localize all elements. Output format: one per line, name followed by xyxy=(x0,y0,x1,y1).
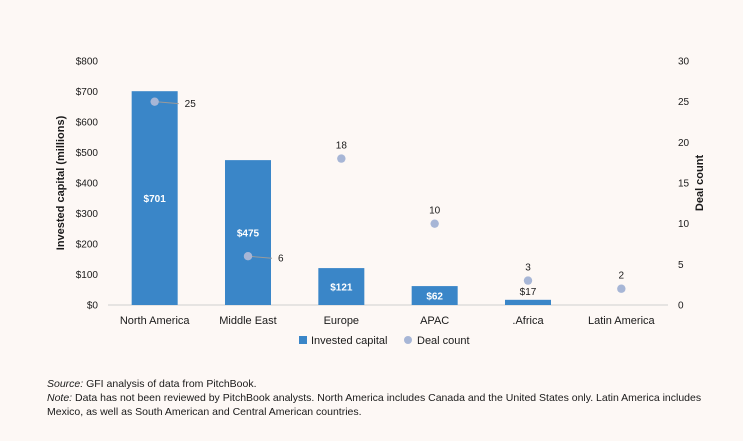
note-text: Data has not been reviewed by PitchBook … xyxy=(47,392,702,418)
legend: Invested capital Deal count xyxy=(299,335,470,347)
x-tick-label: North America xyxy=(120,315,191,327)
x-tick-label: Europe xyxy=(324,315,359,327)
bar-data-label: $701 xyxy=(144,194,167,205)
dot-data-label: 6 xyxy=(278,254,284,265)
x-tick-label: .Africa xyxy=(512,315,544,327)
y-tick-label: $600 xyxy=(76,118,99,129)
legend-swatch-deals xyxy=(404,336,412,344)
bars: $701 $475 $121 $62 $17 xyxy=(131,91,551,305)
deal-count-point xyxy=(150,97,159,106)
y2-tick-label: 5 xyxy=(678,260,684,271)
y2-tick-label: 15 xyxy=(678,179,690,190)
dot-data-label: 3 xyxy=(525,263,531,274)
bar xyxy=(225,160,271,305)
deal-count-point xyxy=(243,252,253,261)
bar xyxy=(131,91,178,305)
chart: $0 $100 $200 $300 $400 $500 $600 $700 $800 0 5 10 15… xyxy=(55,57,706,348)
legend-label-deals: Deal count xyxy=(417,335,470,347)
x-tick-label: Middle East xyxy=(219,315,276,327)
y-tick-label: $800 xyxy=(76,57,99,68)
deal-count-point xyxy=(523,276,533,285)
dot-data-label: 18 xyxy=(336,141,348,152)
bar xyxy=(318,268,365,305)
bar xyxy=(505,299,551,305)
y-tick-label: $500 xyxy=(76,148,99,159)
deal-count-point xyxy=(337,154,346,163)
y-axis-title: Invested capital (millions) xyxy=(55,115,67,250)
dot-data-label: 25 xyxy=(185,99,197,110)
source-label: Source: xyxy=(47,378,84,390)
bar-data-label: $475 xyxy=(237,229,260,240)
source-text: GFI analysis of data from PitchBook. xyxy=(83,378,257,390)
deal-count-point xyxy=(430,219,439,228)
dot-data-label: 10 xyxy=(429,206,441,217)
y2-tick-label: 20 xyxy=(678,138,690,149)
deal-count-point xyxy=(617,284,626,293)
x-tick-label: APAC xyxy=(420,315,449,327)
y-tick-label: $400 xyxy=(76,179,99,190)
x-tick-label: Latin America xyxy=(588,315,656,327)
y-tick-label: $100 xyxy=(76,270,99,281)
legend-label-invested: Invested capital xyxy=(311,335,387,347)
bar-data-label: $121 xyxy=(330,283,353,294)
y-tick-label: $0 xyxy=(87,301,99,312)
chart-notes: Source: GFI analysis of data from PitchB… xyxy=(47,377,727,419)
bar-data-label: $62 xyxy=(426,292,443,303)
axes: $0 $100 $200 $300 $400 $500 $600 $700 $800 0 5 10 15… xyxy=(55,57,706,328)
chart-svg: $0 $100 $200 $300 $400 $500 $600 $700 $800 0 5 10 15… xyxy=(55,57,706,348)
deal-count-points: 25 6 18 10 3 2 xyxy=(150,97,626,293)
source-line: Source: GFI analysis of data from PitchB… xyxy=(47,377,727,391)
legend-swatch-invested xyxy=(299,336,307,344)
y-tick-label: $700 xyxy=(76,87,99,98)
y-tick-label: $300 xyxy=(76,209,99,220)
y2-tick-label: 25 xyxy=(678,97,690,108)
note-label: Note: xyxy=(47,392,73,404)
bar-data-label: $17 xyxy=(520,287,537,298)
note-line: Note: Data has not been reviewed by Pitc… xyxy=(47,391,727,419)
y2-tick-label: 30 xyxy=(678,57,690,68)
bar xyxy=(411,286,458,305)
y2-axis-title: Deal count xyxy=(694,155,706,212)
y2-tick-label: 10 xyxy=(678,219,690,230)
y2-tick-label: 0 xyxy=(678,301,684,312)
y-tick-label: $200 xyxy=(76,240,99,251)
dot-data-label: 2 xyxy=(619,271,625,282)
